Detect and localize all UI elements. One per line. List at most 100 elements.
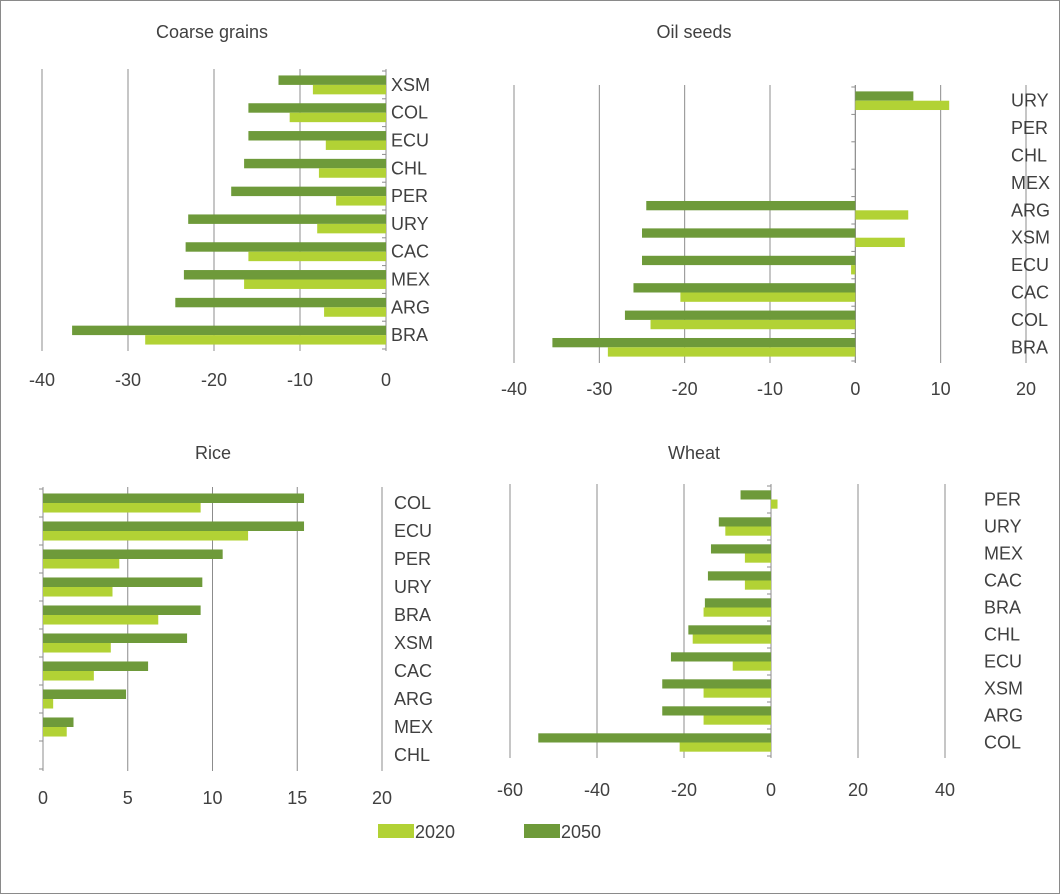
bar-2020 — [692, 634, 771, 644]
bar-2020 — [680, 292, 856, 302]
panel-title: Coarse grains — [156, 22, 268, 42]
category-label: BRA — [391, 325, 428, 345]
bar-2020 — [43, 727, 67, 737]
bar-2050 — [244, 158, 386, 169]
bar-2020 — [325, 140, 386, 150]
bar-2020 — [679, 742, 771, 752]
bar-2020 — [703, 715, 771, 725]
bar-2050 — [633, 283, 856, 293]
category-label: XSM — [391, 75, 430, 95]
bar-2050 — [710, 544, 771, 554]
x-tick-label: 10 — [931, 379, 951, 399]
category-label: PER — [394, 549, 431, 569]
bar-2020 — [324, 307, 386, 317]
bar-2020 — [248, 251, 386, 262]
bar-2020 — [145, 335, 386, 345]
bar-2050 — [43, 717, 74, 727]
x-tick-label: 0 — [38, 788, 48, 808]
bar-2020 — [43, 671, 94, 681]
panel-title: Rice — [195, 443, 231, 463]
bar-2020 — [703, 607, 771, 617]
category-label: MEX — [391, 270, 430, 290]
bar-2050 — [642, 255, 856, 266]
legend-label-2020: 2020 — [415, 822, 455, 842]
bar-2020 — [43, 615, 159, 625]
category-label: ECU — [394, 521, 432, 541]
x-tick-label: -60 — [497, 780, 523, 800]
bar-2050 — [278, 75, 386, 85]
bar-2050 — [670, 652, 771, 662]
category-label: COL — [984, 733, 1021, 753]
bar-2050 — [183, 270, 386, 280]
category-label: URY — [391, 214, 429, 234]
bar-2050 — [855, 91, 914, 101]
bar-2050 — [43, 605, 201, 615]
bar-2050 — [718, 517, 771, 527]
bar-2020 — [855, 210, 909, 220]
x-tick-label: -30 — [586, 379, 612, 399]
bar-2050 — [43, 689, 127, 699]
category-label: URY — [984, 517, 1022, 537]
bar-2020 — [317, 223, 386, 234]
legend-swatch-2050 — [524, 824, 560, 838]
bar-2050 — [43, 633, 188, 643]
category-label: COL — [1011, 310, 1048, 330]
bar-2050 — [188, 214, 386, 224]
category-label: ECU — [984, 652, 1022, 672]
category-label: MEX — [984, 544, 1023, 564]
bar-2050 — [740, 490, 771, 500]
category-label: BRA — [1011, 337, 1048, 357]
bar-2020 — [703, 688, 771, 698]
category-label: ECU — [391, 131, 429, 151]
bar-2020 — [318, 168, 386, 178]
bar-2050 — [231, 186, 386, 197]
bar-2020 — [43, 643, 111, 653]
x-tick-label: 5 — [123, 788, 133, 808]
bar-2050 — [43, 493, 305, 503]
category-label: CHL — [394, 745, 430, 765]
category-label: CAC — [391, 242, 429, 262]
x-tick-label: 0 — [381, 370, 391, 390]
bar-2050 — [72, 325, 386, 336]
bar-2020 — [607, 347, 856, 357]
category-label: URY — [1011, 91, 1049, 111]
category-label: MEX — [1011, 173, 1050, 193]
bar-2050 — [552, 337, 856, 348]
legend-label-2050: 2050 — [561, 822, 601, 842]
category-label: ARG — [984, 706, 1023, 726]
bar-2020 — [725, 526, 771, 536]
bar-2020 — [312, 84, 386, 95]
category-label: ECU — [1011, 255, 1049, 275]
bar-2020 — [744, 553, 771, 563]
x-tick-label: 20 — [1016, 379, 1036, 399]
category-label: CAC — [394, 661, 432, 681]
category-label: COL — [391, 103, 428, 123]
category-label: ARG — [1011, 200, 1050, 220]
x-tick-label: -40 — [584, 780, 610, 800]
category-label: PER — [391, 186, 428, 206]
bar-2050 — [642, 228, 856, 238]
category-label: XSM — [1011, 228, 1050, 248]
category-label: CAC — [984, 571, 1022, 591]
bar-2050 — [43, 549, 223, 559]
category-label: PER — [984, 490, 1021, 510]
bar-2020 — [732, 661, 771, 671]
bar-2020 — [650, 319, 856, 330]
x-tick-label: 0 — [850, 379, 860, 399]
x-tick-label: 0 — [766, 780, 776, 800]
category-label: URY — [394, 577, 432, 597]
bar-2050 — [538, 733, 771, 743]
category-label: COL — [394, 493, 431, 513]
category-label: XSM — [984, 679, 1023, 699]
x-tick-label: 40 — [935, 780, 955, 800]
bar-2050 — [185, 242, 386, 252]
bar-2020 — [336, 196, 386, 206]
bar-2050 — [248, 103, 386, 113]
panel-title: Oil seeds — [656, 22, 731, 42]
x-tick-label: 15 — [287, 788, 307, 808]
x-tick-label: 10 — [202, 788, 222, 808]
category-label: XSM — [394, 633, 433, 653]
category-label: BRA — [984, 598, 1021, 618]
category-label: BRA — [394, 605, 431, 625]
